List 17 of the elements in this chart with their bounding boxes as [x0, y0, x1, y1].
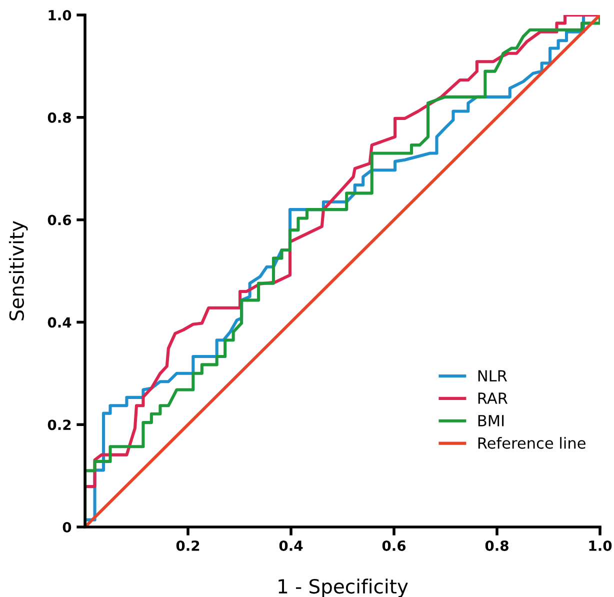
- y-tick-label: 1.0: [48, 10, 72, 20]
- y-tick-label: 0.8: [48, 112, 71, 123]
- y-tick-label: 0.2: [48, 420, 71, 430]
- legend-label: NLR: [478, 370, 508, 382]
- x-tick-label: 0.2: [176, 540, 200, 551]
- y-tick-label: 0.6: [48, 214, 72, 226]
- x-tick-label: 0.8: [485, 540, 508, 551]
- x-tick-label: 1.0: [589, 540, 612, 551]
- x-axis-title: 1 - Specificity: [278, 578, 408, 597]
- legend-label: Reference line: [478, 437, 586, 449]
- legend-label: BMI: [478, 415, 504, 426]
- legend-label: RAR: [478, 392, 508, 404]
- y-tick-label: 0.4: [48, 317, 72, 328]
- y-tick-label: 0: [62, 522, 72, 532]
- y-axis-title: Sensitivity: [8, 220, 28, 320]
- x-tick-label: 0.6: [382, 540, 406, 551]
- x-tick-label: 0.4: [279, 540, 303, 551]
